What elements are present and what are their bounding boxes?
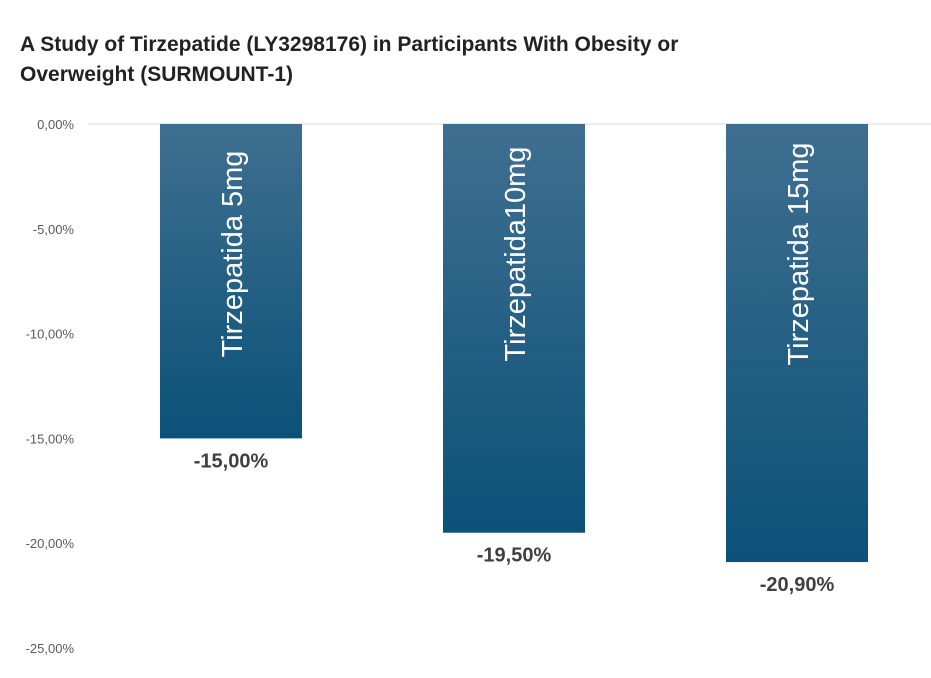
bar-value-label: -19,50% [477,545,552,567]
y-tick-label: 0,00% [37,117,74,132]
chart-title: A Study of Tirzepatide (LY3298176) in Pa… [20,33,679,86]
y-tick-label: -10,00% [26,327,75,342]
bar [726,124,868,563]
bar [160,124,302,439]
bar-value-label: -15,00% [194,450,269,472]
bar [443,124,585,533]
bar-category-label: Tirzepatida 5mg [217,151,249,358]
bars-group: Tirzepatida 5mg -15,00% Tirzepatida10mg -19… [160,124,868,596]
bar-category-label: Tirzepatida10mg [500,147,532,362]
y-tick-label: -25,00% [26,641,75,656]
bar-category-label: Tirzepatida 15mg [783,143,815,366]
y-axis: 0,00% -5,00% -10,00% -15,00% -20,00% -25,00% [26,117,75,656]
y-tick-label: -5,00% [33,222,75,237]
bar-value-label: -20,90% [760,574,835,596]
y-tick-label: -15,00% [26,431,75,446]
y-tick-label: -20,00% [26,536,75,551]
